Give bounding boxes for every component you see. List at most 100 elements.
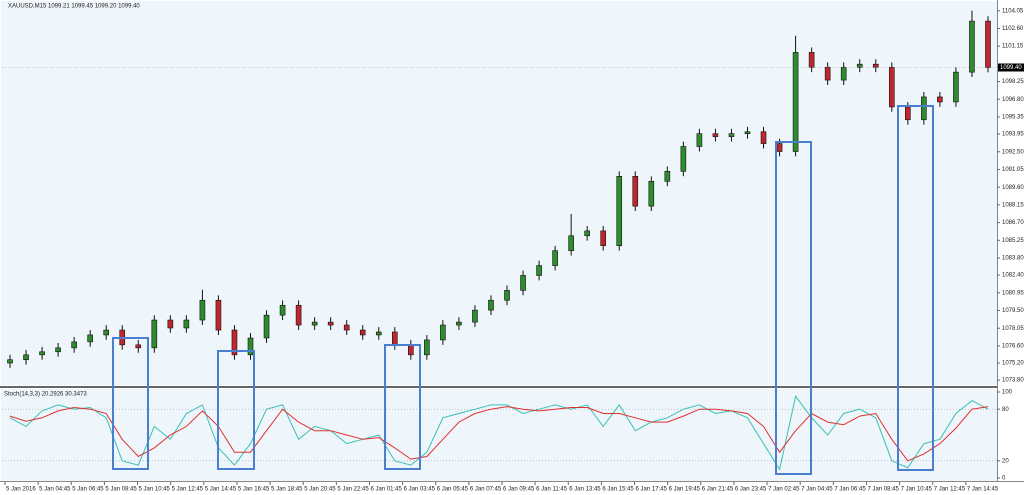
y-tick-label: 1086.70 xyxy=(1002,220,1024,226)
candle-body xyxy=(648,181,655,207)
candle-body xyxy=(295,304,302,326)
highlight-box xyxy=(112,337,149,470)
x-tick-label: 5 Jan 20:45 xyxy=(304,487,336,493)
x-tick-label: 6 Jan 11:45 xyxy=(536,487,568,493)
candle-body xyxy=(905,106,911,121)
last-price-tag xyxy=(998,63,1024,72)
candle-body xyxy=(183,319,190,329)
chart-title: XAUUSD,M15 1099.21 1099.45 1099.20 1099.… xyxy=(8,4,140,10)
candle-body xyxy=(408,344,414,356)
price-pane xyxy=(1,1,997,385)
candle-body xyxy=(536,265,542,276)
y-tick-label: 1104.05 xyxy=(1002,8,1024,14)
candle-body xyxy=(921,96,927,121)
candle-body xyxy=(199,299,206,321)
y-tick-label: 1073.80 xyxy=(1002,378,1024,384)
x-tick-label: 5 Jan 14:45 xyxy=(205,487,237,493)
y-tick-label: 1088.15 xyxy=(1002,202,1024,208)
candle-body xyxy=(55,347,61,353)
candle-body xyxy=(279,304,286,316)
x-tick-label: 5 Jan 10:45 xyxy=(139,487,171,493)
y-tick-label: 1089.60 xyxy=(1002,185,1024,191)
candle-body xyxy=(632,176,639,207)
candle-body xyxy=(504,290,510,301)
candle-body xyxy=(215,299,222,331)
y-tick-label: 1080.95 xyxy=(1002,290,1024,296)
candle-body xyxy=(424,339,430,356)
x-tick-label: 6 Jan 15:45 xyxy=(602,487,634,493)
x-tick-label: 6 Jan 09:45 xyxy=(503,487,535,493)
x-tick-label: 7 Jan 10:45 xyxy=(901,487,933,493)
candle-body xyxy=(391,331,398,346)
x-tick-label: 6 Jan 05:45 xyxy=(437,487,469,493)
last-price-label: 1099.40 xyxy=(1000,65,1022,71)
x-tick-label: 5 Jan 22:45 xyxy=(337,487,369,493)
candle-body xyxy=(263,314,270,339)
candle-body xyxy=(488,299,494,311)
candle-body xyxy=(135,344,142,349)
y-tick-label: 1085.25 xyxy=(1002,238,1024,244)
candle-body xyxy=(985,20,991,68)
marks: 1104.05 1102.60 1101.15 1098.25 1096.80 1095.… xyxy=(2,8,1024,493)
x-tick-label: 5 Jan 08:45 xyxy=(105,487,137,493)
stoch-pane xyxy=(1,389,997,481)
candle-body xyxy=(728,133,735,137)
x-tick-label: 7 Jan 02:45 xyxy=(768,487,800,493)
y-tick-label: 0 xyxy=(1002,476,1006,482)
candle-body xyxy=(792,52,799,152)
candle-body xyxy=(7,359,13,364)
x-tick-label: 6 Jan 17:45 xyxy=(636,487,668,493)
candle-body xyxy=(375,331,382,336)
x-tick-label: 5 Jan 2016 xyxy=(6,487,36,493)
candle-body xyxy=(167,319,174,329)
y-tick-label: 1082.40 xyxy=(1002,273,1024,279)
x-tick-label: 5 Jan 04:45 xyxy=(39,487,71,493)
candle-body xyxy=(472,309,478,323)
candle-body xyxy=(552,250,558,266)
x-tick-label: 7 Jan 14:45 xyxy=(967,487,999,493)
y-tick-label: 1078.05 xyxy=(1002,326,1024,332)
candle-body xyxy=(840,66,847,81)
y-tick-label: 80 xyxy=(1002,407,1009,413)
candle-body xyxy=(937,96,943,103)
candle-body xyxy=(343,324,350,331)
candle-body xyxy=(808,52,815,68)
y-tick-label: 1093.95 xyxy=(1002,132,1024,138)
candle-body xyxy=(664,170,671,182)
y-tick-label: 1079.50 xyxy=(1002,308,1024,314)
candle-body xyxy=(856,63,863,68)
x-tick-label: 7 Jan 08:45 xyxy=(867,487,899,493)
y-tick-label: 1095.35 xyxy=(1002,115,1024,121)
y-tick-label: 1101.15 xyxy=(1002,44,1024,50)
x-tick-label: 5 Jan 12:45 xyxy=(172,487,204,493)
candle-body xyxy=(824,66,831,81)
x-tick-label: 5 Jan 06:45 xyxy=(72,487,104,493)
highlight-box xyxy=(775,141,812,475)
candle-body xyxy=(359,329,366,336)
stoch-line xyxy=(9,395,989,471)
candle-body xyxy=(696,133,703,147)
x-tick-label: 7 Jan 06:45 xyxy=(834,487,866,493)
candle-body xyxy=(888,66,895,108)
candle-body xyxy=(23,354,29,361)
x-tick-label: 6 Jan 13:45 xyxy=(569,487,601,493)
candle-body xyxy=(103,329,110,336)
y-tick-label: 1076.60 xyxy=(1002,344,1024,350)
candle-body xyxy=(311,321,318,326)
candle-body xyxy=(520,275,526,291)
candle-body xyxy=(680,146,687,172)
candle-body xyxy=(71,341,77,349)
candle-body xyxy=(584,230,590,237)
candle-body xyxy=(953,71,959,103)
stoch-line xyxy=(9,406,989,462)
candle-body xyxy=(39,351,45,356)
candle-body xyxy=(247,337,254,356)
y-tick-label: 100 xyxy=(1002,390,1013,396)
candle-body xyxy=(760,131,767,144)
highlight-box xyxy=(897,105,934,471)
y-tick-label: 1083.80 xyxy=(1002,256,1024,262)
candle-body xyxy=(568,235,574,251)
highlight-box xyxy=(217,350,255,470)
y-tick-label: 1092.50 xyxy=(1002,149,1024,155)
